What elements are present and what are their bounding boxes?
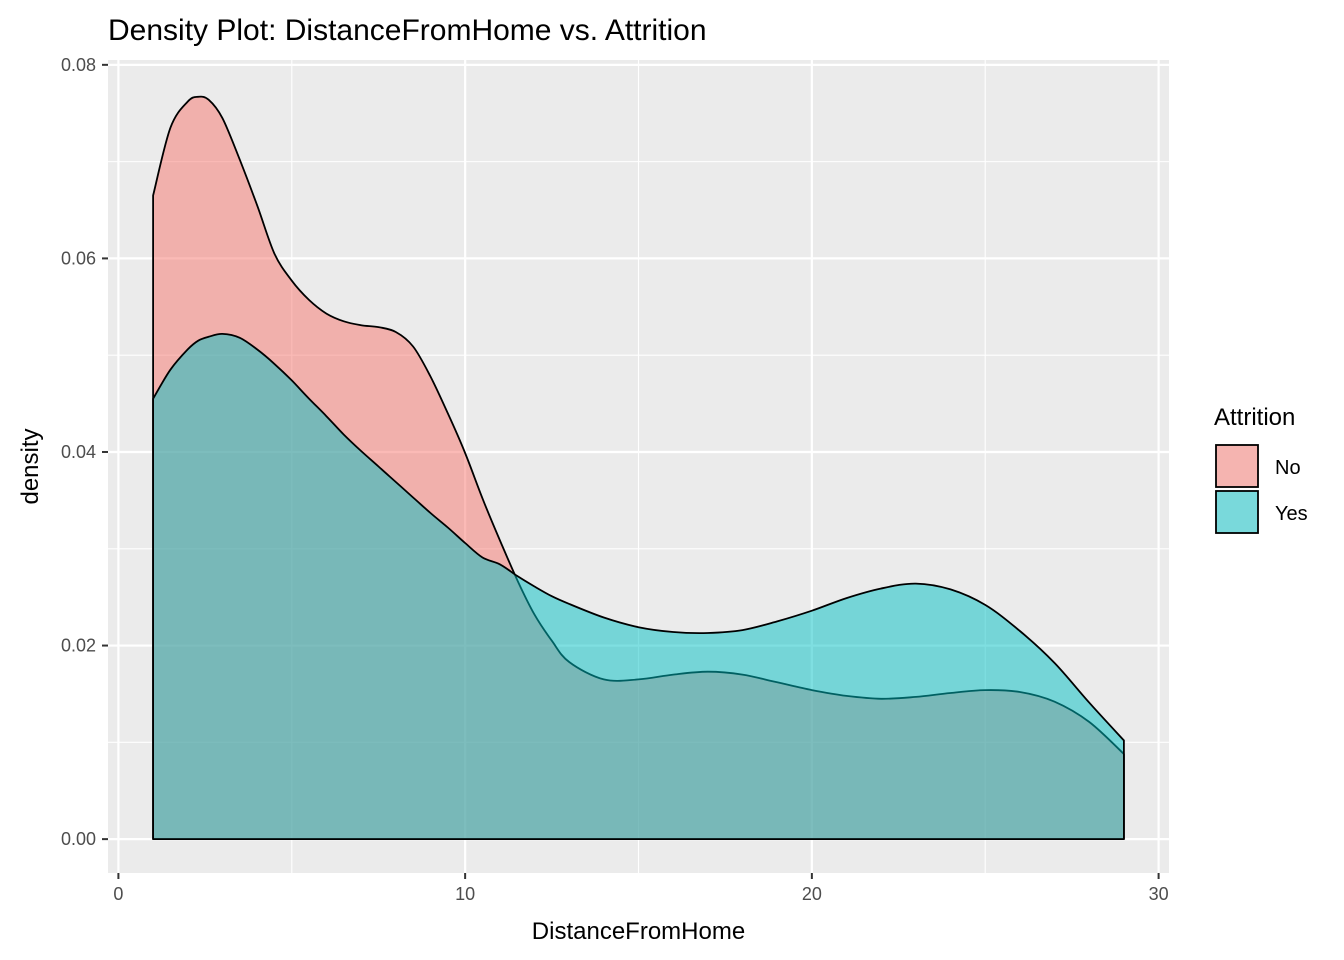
density-area-yes [152,332,1125,840]
axis-tick-labels: 0 10 20 30 0.00 0.02 0.04 0.06 0.08 [61,55,1169,904]
y-tick-label: 0.04 [61,442,96,462]
y-axis-title: density [17,428,44,504]
legend-label-no: No [1275,457,1301,479]
x-tick-label: 10 [455,884,475,904]
legend-swatch-no [1215,444,1259,488]
x-tick-label: 20 [802,884,822,904]
x-tick-label: 0 [113,884,123,904]
x-tick-label: 30 [1149,884,1169,904]
legend-swatch-yes [1215,490,1259,534]
legend-title: Attrition [1214,404,1295,431]
y-tick-label: 0.06 [61,248,96,268]
density-areas [152,95,1125,840]
y-tick-label: 0.00 [61,829,96,849]
y-tick-label: 0.02 [61,636,96,656]
axis-ticks [102,63,1160,879]
legend: Attrition No Yes [1214,404,1308,534]
x-axis-title: DistanceFromHome [532,918,745,945]
y-tick-label: 0.08 [61,55,96,75]
chart-title: Density Plot: DistanceFromHome vs. Attri… [108,14,707,47]
legend-label-yes: Yes [1275,503,1308,525]
